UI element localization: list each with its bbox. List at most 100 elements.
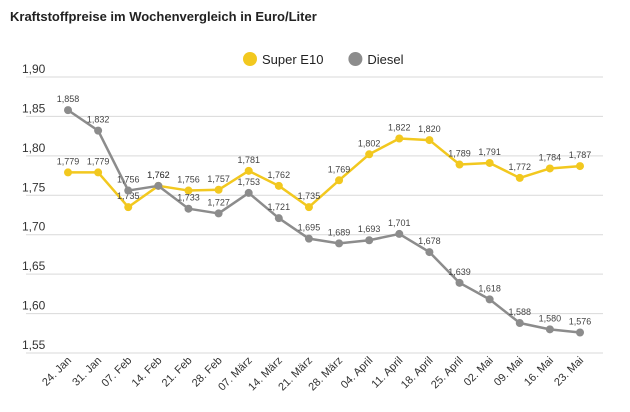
- data-label: 1,772: [508, 162, 531, 172]
- data-point: [244, 166, 253, 175]
- y-tick-label: 1,90: [22, 62, 46, 76]
- data-label: 1,779: [87, 156, 110, 166]
- y-tick-label: 1,65: [22, 259, 46, 273]
- data-label: 1,753: [237, 177, 260, 187]
- x-tick-label: 04. April: [339, 355, 376, 392]
- x-tick-label: 14. Feb: [130, 355, 165, 390]
- data-point: [576, 162, 584, 171]
- data-point: [335, 176, 344, 185]
- x-tick-label: 16. Mai: [522, 355, 556, 389]
- data-point: [274, 181, 283, 190]
- data-label: 1,721: [268, 202, 291, 212]
- data-label: 1,784: [539, 152, 562, 162]
- data-label: 1,733: [177, 193, 200, 203]
- data-point: [395, 229, 404, 238]
- data-point: [485, 158, 494, 167]
- data-point: [94, 126, 103, 135]
- data-label: 1,756: [177, 175, 200, 185]
- series-line: [67, 109, 581, 334]
- data-label: 1,695: [298, 223, 321, 233]
- data-label: 1,802: [358, 138, 381, 148]
- data-point: [365, 150, 374, 159]
- data-point: [274, 214, 283, 223]
- data-point: [184, 204, 193, 213]
- x-tick-label: 31. Jan: [70, 355, 104, 389]
- data-label: 1,588: [508, 307, 531, 317]
- data-label: 1,769: [328, 164, 351, 174]
- data-label: 1,689: [328, 227, 351, 237]
- data-label: 1,639: [448, 267, 471, 277]
- data-point: [64, 106, 72, 115]
- x-tick-label: 24. Jan: [40, 355, 74, 389]
- data-label: 1,820: [418, 124, 441, 134]
- legend: Super E10 Diesel: [243, 52, 404, 67]
- data-point: [425, 136, 434, 145]
- data-label: 1,762: [147, 170, 170, 180]
- data-point: [485, 295, 494, 304]
- data-label: 1,735: [298, 191, 321, 201]
- data-point: [545, 325, 554, 334]
- x-tick-label: 21. Feb: [160, 355, 195, 390]
- data-label: 1,791: [478, 147, 501, 157]
- grid-lines: [26, 76, 603, 354]
- data-point: [64, 168, 72, 177]
- data-label: 1,757: [207, 174, 230, 184]
- data-point: [214, 209, 223, 218]
- data-point: [545, 164, 554, 173]
- legend-label: Diesel: [367, 52, 403, 67]
- x-tick-label: 09. Mai: [492, 355, 526, 389]
- data-label: 1,762: [268, 170, 291, 180]
- legend-label: Super E10: [262, 52, 323, 67]
- data-point: [304, 203, 313, 212]
- series-diesel: 1,858 1,832 1,756 1,762 1,733 1,727 1,753 1,721…: [57, 94, 592, 337]
- data-label: 1,787: [569, 150, 592, 160]
- data-label: 1,822: [388, 123, 411, 133]
- legend-entry: Diesel: [348, 52, 404, 67]
- x-tick-label: 18. April: [399, 355, 436, 392]
- data-point: [515, 319, 524, 328]
- data-label: 1,701: [388, 218, 411, 228]
- data-label: 1,858: [57, 94, 80, 104]
- data-point: [304, 234, 313, 243]
- data-point: [335, 239, 344, 248]
- y-tick-label: 1,60: [22, 299, 46, 313]
- x-tick-label: 11. April: [369, 355, 405, 391]
- data-point: [214, 185, 223, 194]
- data-point: [455, 160, 464, 169]
- data-label: 1,756: [117, 175, 140, 185]
- data-label: 1,678: [418, 236, 441, 246]
- data-point: [425, 248, 434, 257]
- y-tick-label: 1,80: [22, 141, 46, 155]
- data-label: 1,727: [207, 197, 230, 207]
- data-point: [124, 186, 133, 195]
- data-point: [365, 236, 374, 245]
- legend-marker: [348, 52, 363, 66]
- x-tick-label: 23. Mai: [552, 355, 586, 389]
- series-line: [68, 137, 581, 209]
- data-label: 1,576: [569, 316, 592, 326]
- data-point: [94, 168, 103, 177]
- data-label: 1,762: [147, 170, 170, 180]
- data-point: [455, 278, 464, 287]
- data-label: 1,779: [57, 156, 80, 166]
- data-point: [184, 186, 193, 195]
- y-tick-label: 1,85: [22, 101, 46, 115]
- data-label: 1,618: [478, 283, 501, 293]
- data-label: 1,735: [117, 191, 140, 201]
- data-point: [124, 203, 133, 212]
- data-label: 1,693: [358, 224, 381, 234]
- data-point: [244, 188, 253, 197]
- legend-marker: [243, 52, 257, 66]
- legend-entry: Super E10: [243, 52, 323, 67]
- data-point: [515, 173, 524, 182]
- x-tick-label: 02. Mai: [462, 355, 496, 389]
- data-label: 1,781: [237, 155, 260, 165]
- data-label: 1,789: [448, 149, 471, 159]
- data-label: 1,832: [87, 115, 110, 125]
- x-tick-label: 25. April: [429, 355, 466, 392]
- data-point: [154, 181, 163, 190]
- x-tick-label: 07. Feb: [99, 355, 134, 390]
- y-tick-label: 1,75: [22, 180, 46, 194]
